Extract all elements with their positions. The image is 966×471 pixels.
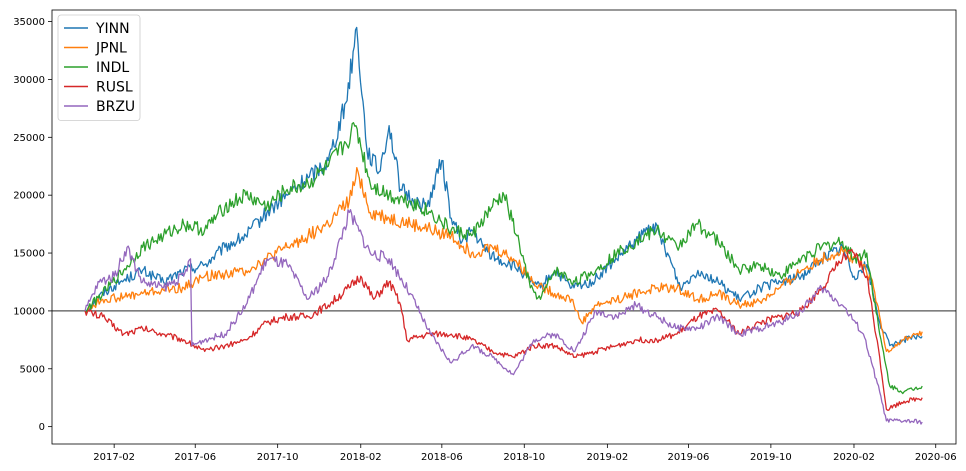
legend-label: BRZU [96, 99, 135, 115]
legend-label: JPNL [95, 41, 127, 57]
x-tick-label: 2019-06 [668, 452, 710, 463]
legend-label: YINN [95, 21, 130, 37]
x-tick-label: 2018-02 [340, 452, 382, 463]
y-tick-label: 20000 [13, 191, 45, 202]
x-tick-label: 2018-06 [421, 452, 463, 463]
y-tick-label: 10000 [13, 306, 45, 317]
x-tick-label: 2019-10 [750, 452, 792, 463]
y-tick-label: 35000 [13, 17, 45, 28]
y-tick-label: 15000 [13, 249, 45, 260]
y-tick-label: 25000 [13, 133, 45, 144]
x-tick-label: 2017-02 [93, 452, 135, 463]
y-tick-label: 0 [39, 422, 45, 433]
plot-background [52, 10, 956, 444]
x-tick-label: 2020-06 [915, 452, 957, 463]
x-tick-label: 2017-06 [174, 452, 216, 463]
legend-label: INDL [96, 60, 129, 76]
series-group [84, 26, 923, 425]
series-line-brzu [84, 209, 923, 425]
x-axis: 2017-02 2017-06 2017-10 2018-02 2018-06 2018-… [93, 444, 957, 463]
x-tick-label: 2019-02 [586, 452, 628, 463]
x-tick-label: 2017-10 [257, 452, 299, 463]
series-line-yinn [84, 26, 923, 348]
y-tick-label: 30000 [13, 75, 45, 86]
legend-label: RUSL [96, 80, 133, 96]
x-tick-label: 2018-10 [503, 452, 545, 463]
series-line-rusl [84, 248, 923, 411]
legend-box [57, 14, 141, 121]
plot-frame [51, 9, 957, 445]
series-line-jpnl [84, 166, 923, 353]
series-line-indl [84, 122, 923, 395]
y-axis: 0 5000 10000 15000 20000 25000 30000 35000 [13, 17, 52, 433]
x-tick-label: 2020-02 [833, 452, 875, 463]
y-tick-label: 5000 [20, 364, 45, 375]
legend: YINN JPNL INDL RUSL BRZU [57, 14, 141, 121]
